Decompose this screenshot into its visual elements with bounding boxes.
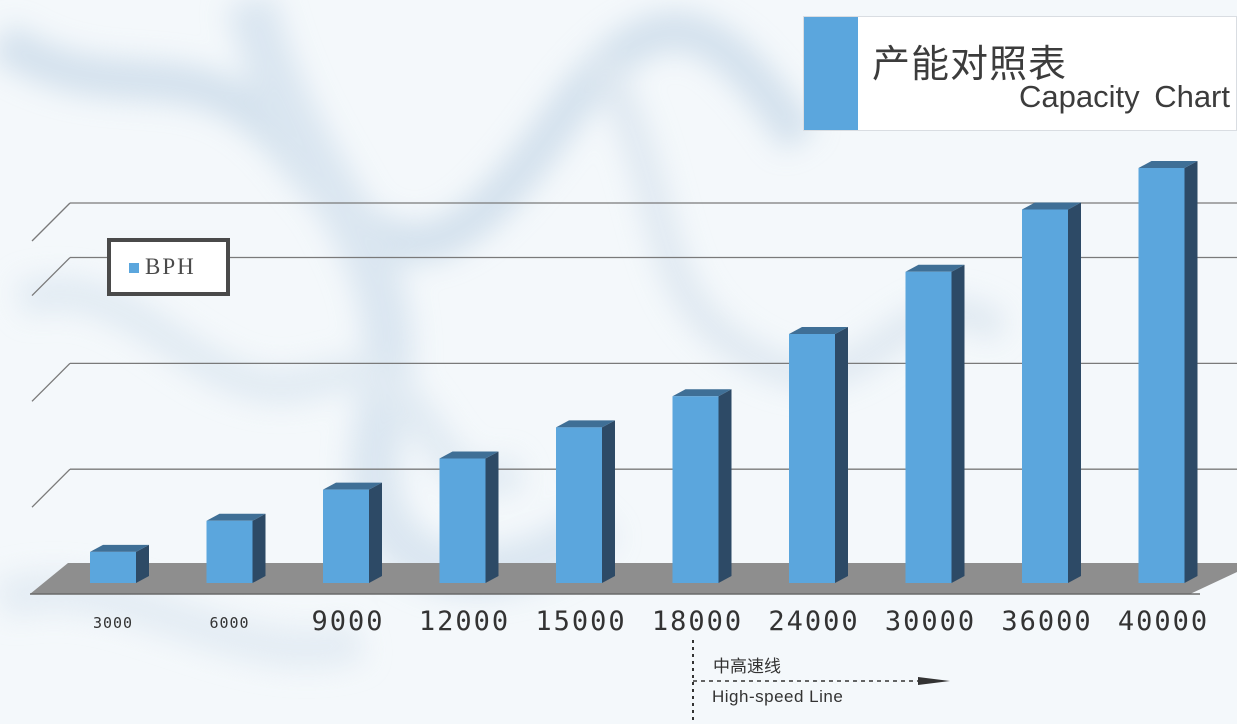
bar: [1138, 168, 1185, 583]
gridline-slant: [31, 257, 71, 296]
bar-side: [1184, 161, 1198, 583]
bar-top: [556, 420, 615, 428]
bar-side: [136, 544, 149, 583]
bar-top: [1138, 161, 1198, 168]
bar-top: [206, 513, 266, 521]
chart-title-box: 产能对照表 Capacity Chart: [803, 16, 1237, 131]
gridline-slant: [31, 362, 71, 402]
x-tick-label: 30000: [885, 606, 976, 637]
bar-side: [602, 420, 615, 583]
x-tick-label: 24000: [768, 606, 859, 637]
x-tick-label: 6000: [209, 614, 249, 632]
bar-side: [835, 327, 848, 583]
bar: [905, 271, 952, 583]
bar: [1022, 209, 1068, 583]
bar: [439, 458, 486, 583]
bar: [90, 551, 136, 583]
bar-side: [485, 451, 499, 583]
bar-top: [90, 544, 149, 552]
chart-title-english: Capacity Chart: [1018, 79, 1230, 114]
x-tick-label: 36000: [1001, 606, 1092, 637]
bar-top: [1022, 202, 1081, 210]
bar-top: [672, 389, 732, 397]
bar-side: [252, 513, 266, 583]
bar-side: [1068, 202, 1081, 583]
chart-legend: BPH: [107, 238, 230, 296]
bar-top: [905, 264, 965, 272]
bar-side: [369, 482, 382, 583]
bar-top: [323, 482, 382, 490]
gridline-slant: [31, 202, 71, 242]
bar-side: [951, 264, 965, 583]
x-tick-label: 9000: [311, 606, 384, 637]
bar-top: [789, 327, 848, 334]
x-tick-label: 18000: [652, 606, 743, 637]
high-speed-label-chinese: 中高速线: [713, 657, 781, 677]
x-tick-label: 12000: [419, 606, 510, 637]
x-tick-label: 40000: [1118, 606, 1209, 637]
x-tick-label: 15000: [535, 606, 626, 637]
title-accent-bar: [804, 17, 858, 130]
legend-swatch: [129, 263, 139, 273]
chart-title-chinese: 产能对照表: [872, 42, 1068, 86]
bar: [789, 334, 835, 583]
bar: [323, 489, 369, 583]
bar-side: [718, 389, 732, 583]
high-speed-arrow-icon: [918, 677, 950, 685]
legend-label: BPH: [145, 254, 196, 279]
gridline-slant: [31, 468, 71, 508]
x-tick-label: 3000: [93, 614, 133, 632]
bar: [556, 427, 602, 583]
bar: [672, 396, 719, 583]
bar: [206, 520, 253, 583]
high-speed-label-english: High-speed Line: [712, 687, 844, 706]
bar-top: [439, 451, 499, 459]
